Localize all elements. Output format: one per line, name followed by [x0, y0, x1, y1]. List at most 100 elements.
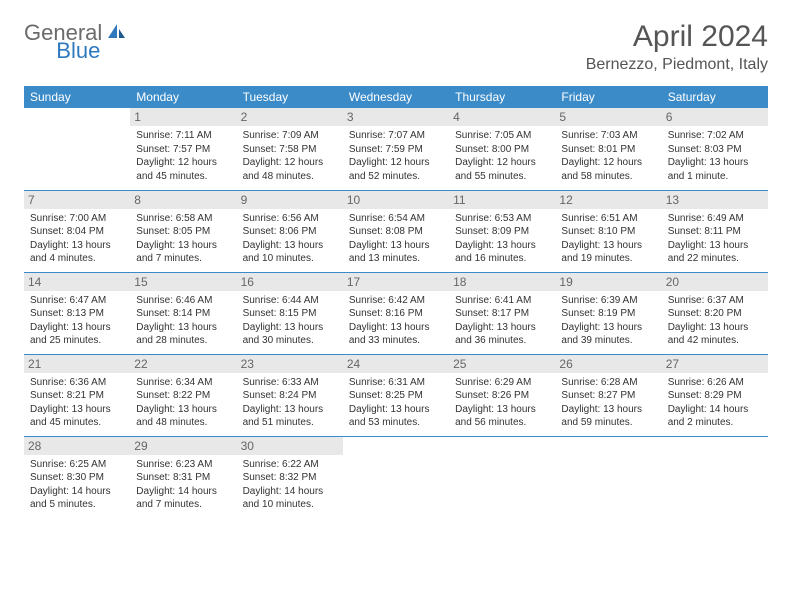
day-number: 4	[449, 108, 555, 126]
day-number: 7	[24, 191, 130, 209]
day-cell: 20Sunrise: 6:37 AMSunset: 8:20 PMDayligh…	[662, 272, 768, 354]
day-cell	[555, 436, 661, 518]
day-number: 18	[449, 273, 555, 291]
daylight-text: and 59 minutes.	[561, 416, 655, 430]
day-number: 16	[237, 273, 343, 291]
daylight-text: and 39 minutes.	[561, 334, 655, 348]
sunset-text: Sunset: 8:09 PM	[455, 225, 549, 239]
sunset-text: Sunset: 8:01 PM	[561, 143, 655, 157]
day-number: 6	[662, 108, 768, 126]
sunrise-text: Sunrise: 7:07 AM	[349, 129, 443, 143]
daylight-text: Daylight: 14 hours	[668, 403, 762, 417]
sunrise-text: Sunrise: 6:46 AM	[136, 294, 230, 308]
daylight-text: and 48 minutes.	[136, 416, 230, 430]
day-cell: 12Sunrise: 6:51 AMSunset: 8:10 PMDayligh…	[555, 190, 661, 272]
day-number: 10	[343, 191, 449, 209]
daylight-text: Daylight: 13 hours	[561, 239, 655, 253]
day-number: 8	[130, 191, 236, 209]
sunrise-text: Sunrise: 6:23 AM	[136, 458, 230, 472]
daylight-text: Daylight: 12 hours	[455, 156, 549, 170]
sunset-text: Sunset: 8:05 PM	[136, 225, 230, 239]
daylight-text: and 10 minutes.	[243, 252, 337, 266]
sunset-text: Sunset: 8:15 PM	[243, 307, 337, 321]
sunset-text: Sunset: 8:21 PM	[30, 389, 124, 403]
sunrise-text: Sunrise: 6:31 AM	[349, 376, 443, 390]
day-number: 30	[237, 437, 343, 455]
day-cell: 15Sunrise: 6:46 AMSunset: 8:14 PMDayligh…	[130, 272, 236, 354]
daylight-text: and 25 minutes.	[30, 334, 124, 348]
weekday-header: Wednesday	[343, 86, 449, 108]
day-number: 24	[343, 355, 449, 373]
sunset-text: Sunset: 8:08 PM	[349, 225, 443, 239]
day-number: 19	[555, 273, 661, 291]
daylight-text: and 5 minutes.	[30, 498, 124, 512]
daylight-text: and 42 minutes.	[668, 334, 762, 348]
daylight-text: and 55 minutes.	[455, 170, 549, 184]
sunrise-text: Sunrise: 7:05 AM	[455, 129, 549, 143]
daylight-text: and 19 minutes.	[561, 252, 655, 266]
day-cell: 30Sunrise: 6:22 AMSunset: 8:32 PMDayligh…	[237, 436, 343, 518]
sunset-text: Sunset: 7:57 PM	[136, 143, 230, 157]
logo: General Blue	[24, 20, 172, 46]
day-cell: 5Sunrise: 7:03 AMSunset: 8:01 PMDaylight…	[555, 108, 661, 190]
sunrise-text: Sunrise: 6:49 AM	[668, 212, 762, 226]
day-cell: 9Sunrise: 6:56 AMSunset: 8:06 PMDaylight…	[237, 190, 343, 272]
day-cell	[449, 436, 555, 518]
sunset-text: Sunset: 8:19 PM	[561, 307, 655, 321]
daylight-text: and 56 minutes.	[455, 416, 549, 430]
daylight-text: Daylight: 13 hours	[30, 403, 124, 417]
day-number: 20	[662, 273, 768, 291]
sunset-text: Sunset: 8:22 PM	[136, 389, 230, 403]
daylight-text: Daylight: 13 hours	[455, 321, 549, 335]
sunrise-text: Sunrise: 6:36 AM	[30, 376, 124, 390]
day-number: 26	[555, 355, 661, 373]
sunrise-text: Sunrise: 6:39 AM	[561, 294, 655, 308]
daylight-text: Daylight: 13 hours	[243, 321, 337, 335]
day-cell: 11Sunrise: 6:53 AMSunset: 8:09 PMDayligh…	[449, 190, 555, 272]
day-number: 28	[24, 437, 130, 455]
day-cell: 8Sunrise: 6:58 AMSunset: 8:05 PMDaylight…	[130, 190, 236, 272]
weekday-header: Saturday	[662, 86, 768, 108]
daylight-text: and 53 minutes.	[349, 416, 443, 430]
daylight-text: Daylight: 14 hours	[243, 485, 337, 499]
daylight-text: Daylight: 13 hours	[561, 321, 655, 335]
sunset-text: Sunset: 8:00 PM	[455, 143, 549, 157]
daylight-text: and 7 minutes.	[136, 252, 230, 266]
day-number: 22	[130, 355, 236, 373]
daylight-text: and 22 minutes.	[668, 252, 762, 266]
day-number: 12	[555, 191, 661, 209]
sunset-text: Sunset: 8:04 PM	[30, 225, 124, 239]
daylight-text: and 30 minutes.	[243, 334, 337, 348]
daylight-text: and 10 minutes.	[243, 498, 337, 512]
sunrise-text: Sunrise: 7:03 AM	[561, 129, 655, 143]
weekday-header: Friday	[555, 86, 661, 108]
daylight-text: and 4 minutes.	[30, 252, 124, 266]
day-cell: 1Sunrise: 7:11 AMSunset: 7:57 PMDaylight…	[130, 108, 236, 190]
day-number: 27	[662, 355, 768, 373]
sunrise-text: Sunrise: 7:02 AM	[668, 129, 762, 143]
sunset-text: Sunset: 8:13 PM	[30, 307, 124, 321]
sunset-text: Sunset: 8:25 PM	[349, 389, 443, 403]
sunrise-text: Sunrise: 6:44 AM	[243, 294, 337, 308]
sunrise-text: Sunrise: 6:47 AM	[30, 294, 124, 308]
day-number: 23	[237, 355, 343, 373]
day-cell: 18Sunrise: 6:41 AMSunset: 8:17 PMDayligh…	[449, 272, 555, 354]
daylight-text: Daylight: 14 hours	[30, 485, 124, 499]
daylight-text: Daylight: 13 hours	[668, 239, 762, 253]
daylight-text: and 28 minutes.	[136, 334, 230, 348]
daylight-text: Daylight: 12 hours	[243, 156, 337, 170]
weekday-header: Tuesday	[237, 86, 343, 108]
sunrise-text: Sunrise: 6:28 AM	[561, 376, 655, 390]
week-row: 28Sunrise: 6:25 AMSunset: 8:30 PMDayligh…	[24, 436, 768, 518]
sunset-text: Sunset: 8:06 PM	[243, 225, 337, 239]
daylight-text: Daylight: 13 hours	[455, 403, 549, 417]
day-cell	[662, 436, 768, 518]
daylight-text: and 48 minutes.	[243, 170, 337, 184]
sunrise-text: Sunrise: 6:42 AM	[349, 294, 443, 308]
day-cell: 10Sunrise: 6:54 AMSunset: 8:08 PMDayligh…	[343, 190, 449, 272]
day-cell: 24Sunrise: 6:31 AMSunset: 8:25 PMDayligh…	[343, 354, 449, 436]
daylight-text: Daylight: 13 hours	[30, 321, 124, 335]
sunrise-text: Sunrise: 6:54 AM	[349, 212, 443, 226]
sunrise-text: Sunrise: 6:41 AM	[455, 294, 549, 308]
sunrise-text: Sunrise: 6:25 AM	[30, 458, 124, 472]
